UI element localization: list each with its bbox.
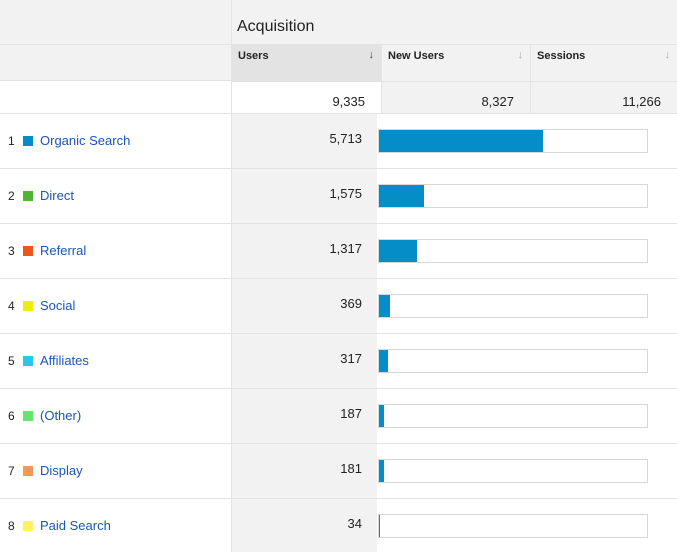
table-row: 1 Organic Search 5,713 <box>0 114 677 169</box>
total-new-users-value: 8,327 <box>481 94 514 109</box>
channel-link[interactable]: Direct <box>40 188 74 203</box>
users-value: 1,575 <box>329 186 362 201</box>
arrow-down-icon[interactable]: ↓ <box>664 49 671 61</box>
total-new-users: 8,327 <box>381 82 530 114</box>
color-swatch <box>23 246 33 256</box>
users-bar-track <box>378 239 648 263</box>
users-bar <box>379 405 384 427</box>
users-bar-track <box>378 184 648 208</box>
arrow-down-icon[interactable]: ↓ <box>368 49 375 61</box>
users-bar <box>379 350 388 372</box>
users-value: 181 <box>340 461 362 476</box>
users-bar <box>379 295 390 317</box>
row-rank: 5 <box>8 354 15 368</box>
color-swatch <box>23 301 33 311</box>
color-swatch <box>23 191 33 201</box>
row-rank: 3 <box>8 244 15 258</box>
column-header-new-users[interactable]: New Users ↓ <box>381 45 530 82</box>
row-rank: 8 <box>8 519 15 533</box>
row-rank: 7 <box>8 464 15 478</box>
users-value: 5,713 <box>329 131 362 146</box>
users-bar <box>379 460 384 482</box>
table-row: 7 Display 181 <box>0 444 677 499</box>
column-label-new-users: New Users <box>388 50 445 62</box>
channel-link[interactable]: Display <box>40 463 83 478</box>
acquisition-title: Acquisition <box>237 18 315 35</box>
total-users: 9,335 <box>231 82 381 114</box>
users-bar <box>379 515 380 537</box>
users-bar-track <box>378 129 648 153</box>
header-blank-middle <box>0 45 231 81</box>
users-bar-track <box>378 514 648 538</box>
table-row: 2 Direct 1,575 <box>0 169 677 224</box>
users-bar-track <box>378 404 648 428</box>
row-rank: 2 <box>8 189 15 203</box>
acquisition-group-header <box>231 0 677 45</box>
channel-link[interactable]: Social <box>40 298 76 313</box>
table-row: 8 Paid Search 34 <box>0 499 677 554</box>
users-bar <box>379 185 424 207</box>
users-value: 34 <box>347 516 362 531</box>
total-sessions: 11,266 <box>530 82 677 114</box>
channel-link[interactable]: Paid Search <box>40 518 111 533</box>
users-bar-track <box>378 459 648 483</box>
table-row: 5 Affiliates 317 <box>0 334 677 389</box>
channel-link[interactable]: (Other) <box>40 408 82 423</box>
row-rank: 1 <box>8 134 15 148</box>
row-rank: 6 <box>8 409 15 423</box>
color-swatch <box>23 521 33 531</box>
table-row: 3 Referral 1,317 <box>0 224 677 279</box>
column-label-sessions: Sessions <box>537 50 586 62</box>
color-swatch <box>23 356 33 366</box>
column-header-users[interactable]: Users ↓ <box>231 45 381 82</box>
header-blank-top <box>0 0 231 45</box>
users-value: 187 <box>340 406 362 421</box>
total-users-value: 9,335 <box>332 94 365 109</box>
channel-link[interactable]: Affiliates <box>40 353 89 368</box>
users-value: 317 <box>340 351 362 366</box>
color-swatch <box>23 466 33 476</box>
arrow-down-icon[interactable]: ↓ <box>517 49 524 61</box>
users-value: 1,317 <box>329 241 362 256</box>
column-header-sessions[interactable]: Sessions ↓ <box>530 45 677 82</box>
users-bar-track <box>378 294 648 318</box>
total-sessions-value: 11,266 <box>622 94 661 109</box>
table-row: 4 Social 369 <box>0 279 677 334</box>
color-swatch <box>23 136 33 146</box>
table-row: 6 (Other) 187 <box>0 389 677 444</box>
users-value: 369 <box>340 296 362 311</box>
channel-link[interactable]: Organic Search <box>40 133 131 148</box>
row-rank: 4 <box>8 299 15 313</box>
users-bar-track <box>378 349 648 373</box>
column-label-users: Users <box>238 50 269 62</box>
users-bar <box>379 130 543 152</box>
color-swatch <box>23 411 33 421</box>
users-bar <box>379 240 417 262</box>
header-blank-totals <box>0 82 231 114</box>
channel-link[interactable]: Referral <box>40 243 87 258</box>
